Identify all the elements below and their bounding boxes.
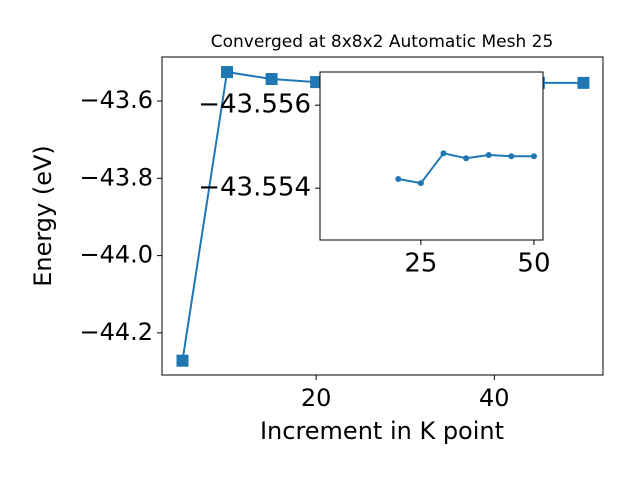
y-tick-label: −43.554 bbox=[198, 173, 311, 203]
marker bbox=[265, 73, 278, 86]
y-tick-label: −43.556 bbox=[198, 90, 311, 120]
x-tick-label: 25 bbox=[404, 249, 437, 279]
x-tick-label: 40 bbox=[479, 384, 510, 412]
marker bbox=[221, 66, 234, 79]
inset-axes: 25 50 −43.556 −43.554 bbox=[198, 71, 551, 279]
x-tick-label: 50 bbox=[517, 249, 550, 279]
marker bbox=[176, 354, 189, 367]
y-tick-label: −43.6 bbox=[79, 86, 153, 114]
marker bbox=[440, 150, 447, 157]
y-axis-label: Energy (eV) bbox=[29, 145, 57, 287]
x-axis-label: Increment in K point bbox=[260, 417, 504, 445]
series bbox=[395, 150, 537, 187]
marker bbox=[395, 176, 402, 183]
marker bbox=[310, 76, 323, 89]
marker bbox=[577, 76, 590, 89]
marker bbox=[508, 153, 515, 160]
marker bbox=[463, 155, 470, 162]
marker bbox=[417, 180, 424, 187]
marker bbox=[485, 151, 492, 158]
x-tick-label: 20 bbox=[301, 384, 332, 412]
y-tick-label: −43.8 bbox=[79, 163, 153, 191]
y-tick-label: −44.0 bbox=[79, 241, 153, 269]
marker bbox=[530, 153, 537, 160]
chart-title: Converged at 8x8x2 Automatic Mesh 25 bbox=[211, 32, 554, 52]
y-tick-label: −44.2 bbox=[79, 318, 153, 346]
